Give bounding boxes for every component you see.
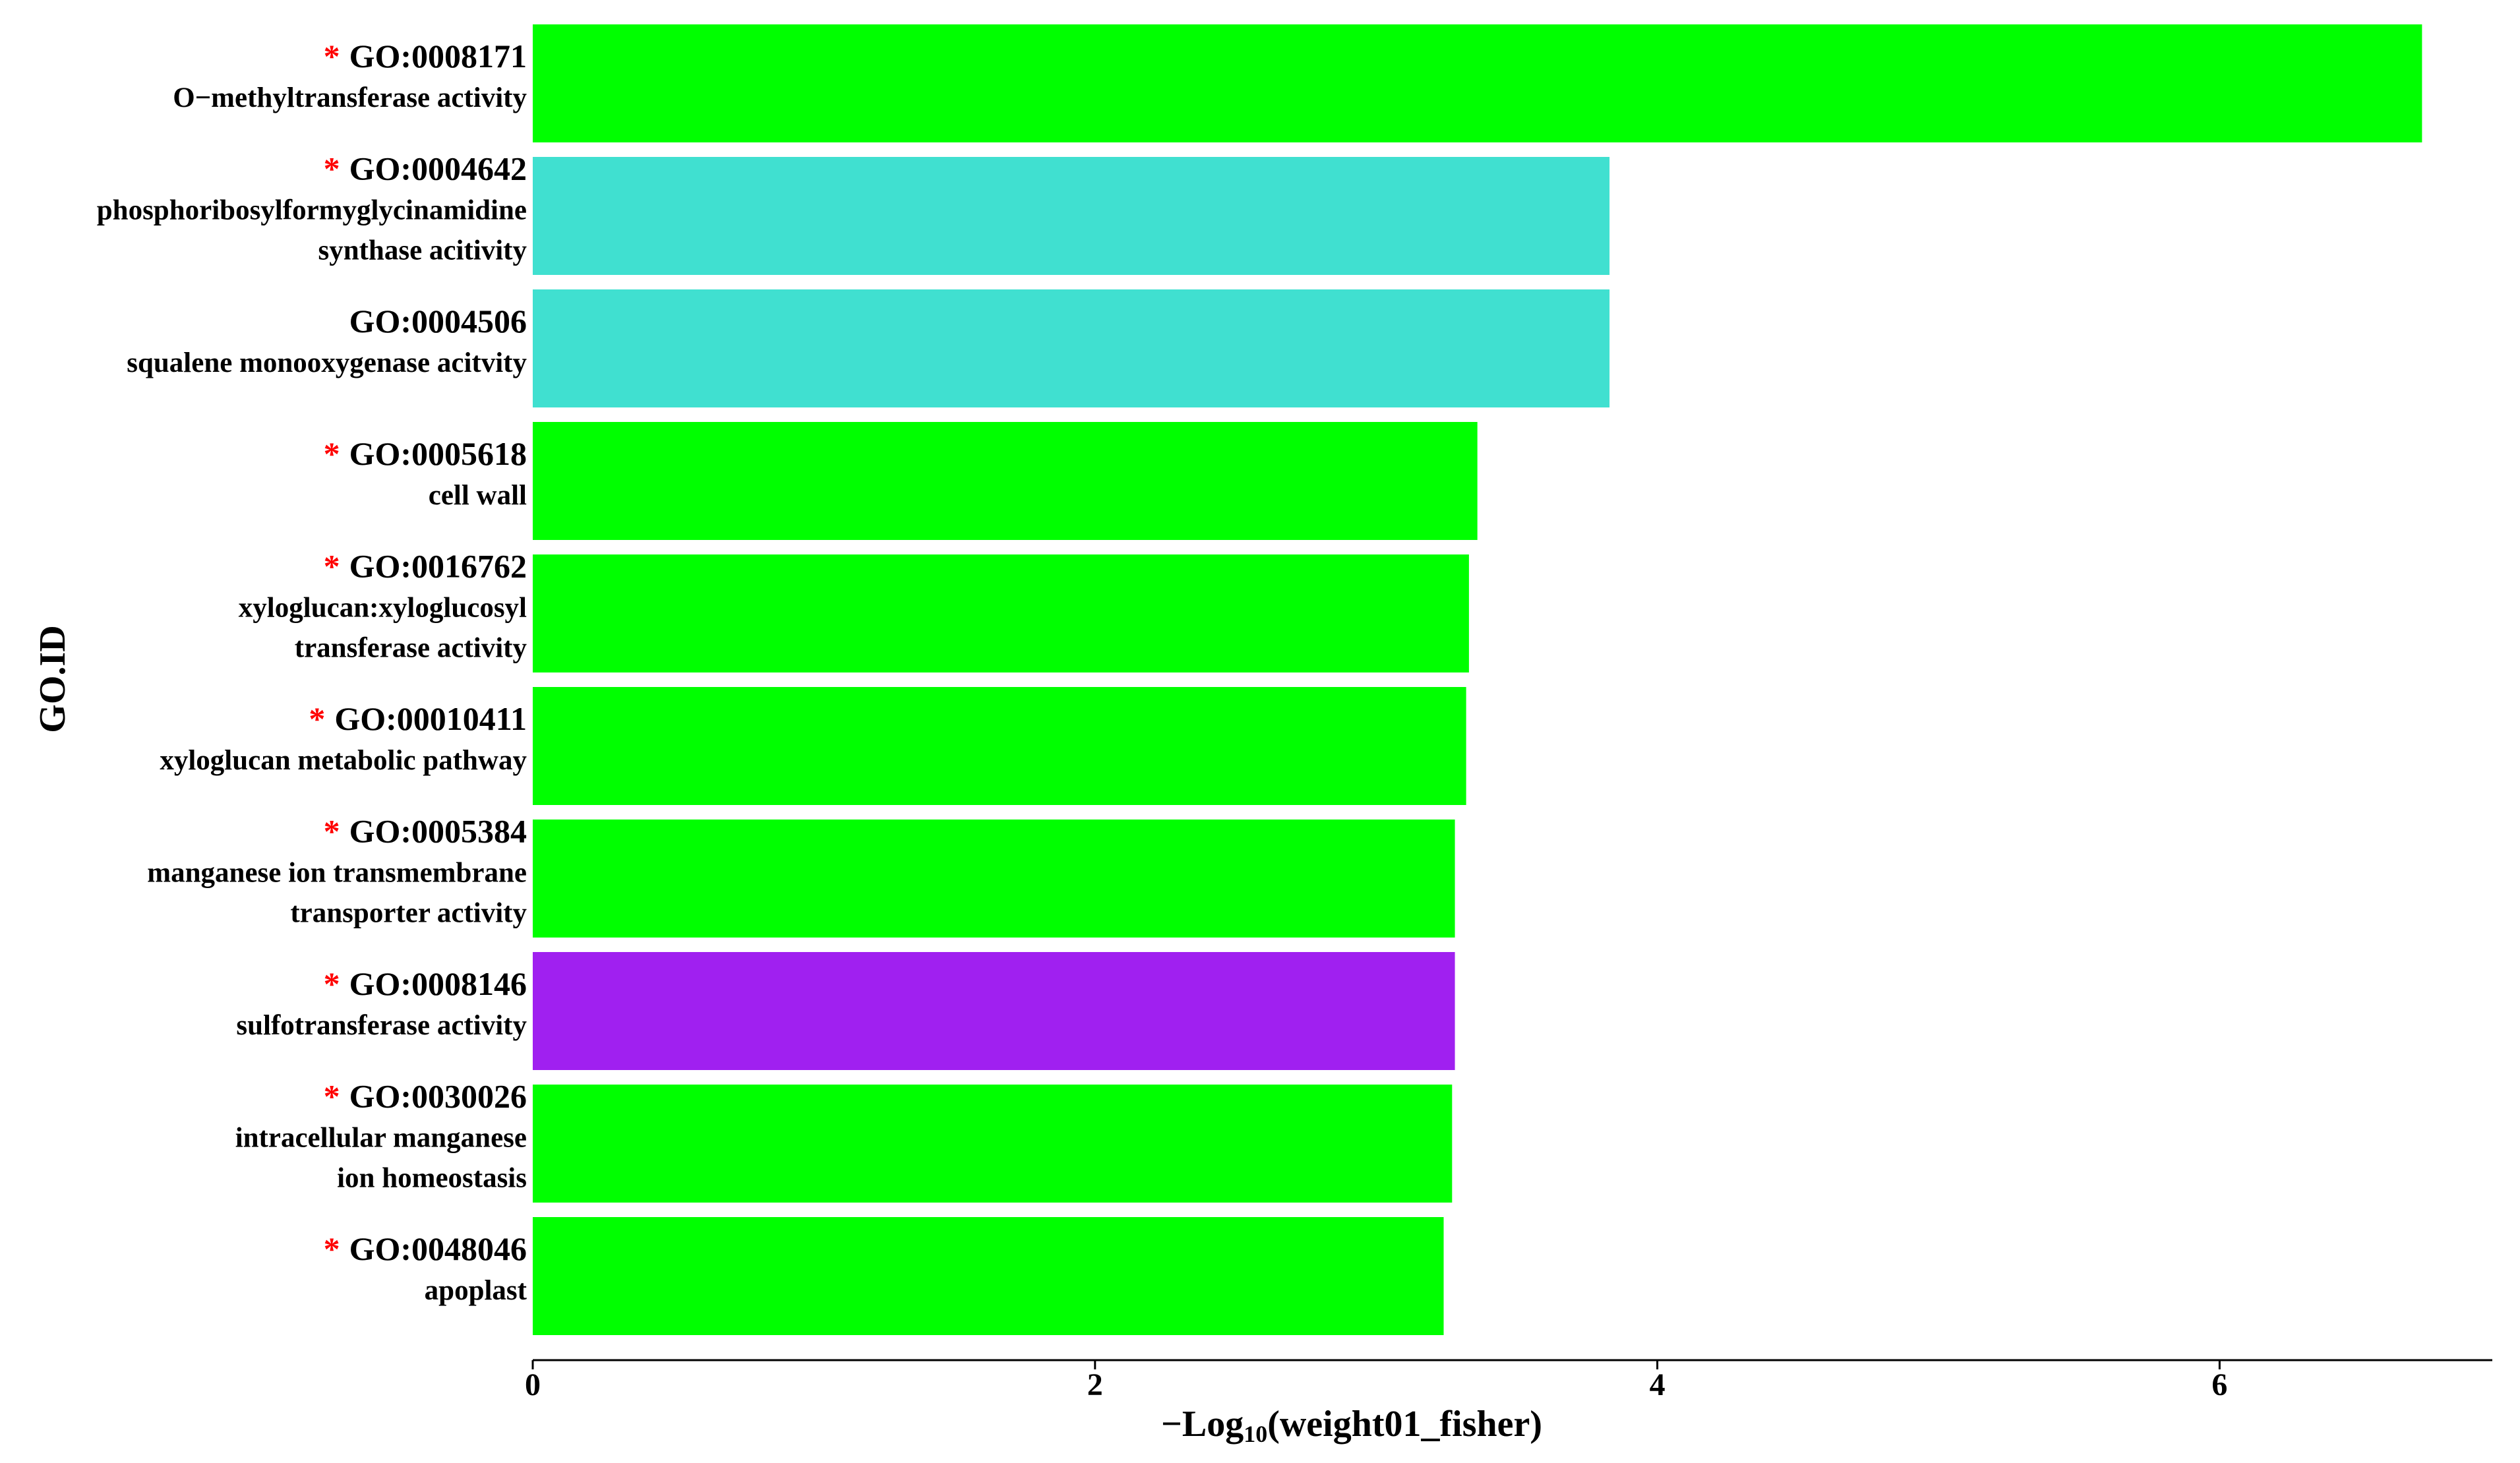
bar — [533, 24, 2422, 142]
category-description: synthase acitivity — [318, 235, 527, 266]
category-description: sulfotransferase activity — [236, 1010, 527, 1041]
bar — [533, 820, 1455, 938]
bar — [533, 687, 1466, 805]
y-axis-title: GO.ID — [32, 625, 73, 732]
category-description: squalene monooxygenase acitvity — [127, 347, 527, 378]
category-description: intracellular manganese — [235, 1122, 527, 1153]
x-axis-title-main: −Log — [1161, 1404, 1244, 1445]
category-description: transferase activity — [295, 632, 527, 663]
category-id: GO:0048046 — [349, 1230, 527, 1267]
x-axis-title: −Log10(weight01_fisher) — [1161, 1404, 1542, 1447]
category-label: GO:0004506 — [349, 303, 527, 340]
significance-marker: * — [324, 813, 340, 850]
bar — [533, 289, 1610, 407]
category-id: GO:0004506 — [349, 303, 527, 340]
significance-marker: * — [324, 435, 340, 472]
x-tick-label: 0 — [525, 1367, 541, 1402]
category-description: apoplast — [425, 1275, 527, 1306]
significance-marker: * — [324, 38, 340, 75]
category-description: ion homeostasis — [337, 1162, 527, 1193]
category-description: xyloglucan metabolic pathway — [160, 745, 527, 776]
x-tick-label: 4 — [1650, 1367, 1665, 1402]
category-label: * GO:0048046 — [324, 1230, 527, 1267]
category-label: * GO:0005618 — [324, 435, 527, 472]
category-description: cell wall — [429, 480, 527, 511]
significance-marker: * — [309, 700, 325, 737]
bar — [533, 1217, 1444, 1335]
significance-marker: * — [324, 1230, 340, 1267]
category-id: GO:0008171 — [349, 38, 527, 75]
x-tick-label: 6 — [2211, 1367, 2227, 1402]
significance-marker: * — [324, 965, 340, 1002]
category-label: * GO:0005384 — [324, 813, 527, 850]
category-label: * GO:0008171 — [324, 38, 527, 75]
category-id: GO:0030026 — [349, 1078, 527, 1115]
category-id: GO:0005618 — [349, 435, 527, 472]
bar — [533, 952, 1455, 1070]
category-label: * GO:0008146 — [324, 965, 527, 1002]
category-description: manganese ion transmembrane — [147, 857, 527, 888]
category-id: GO:0008146 — [349, 965, 527, 1002]
category-label: * GO:00010411 — [309, 700, 527, 737]
x-axis-title-rest: (weight01_fisher) — [1267, 1404, 1542, 1445]
significance-marker: * — [324, 150, 340, 187]
x-axis-title-sub: 10 — [1244, 1421, 1267, 1447]
category-id: GO:0004642 — [349, 150, 527, 187]
x-tick-label: 2 — [1087, 1367, 1103, 1402]
category-description: transporter activity — [290, 897, 527, 928]
category-description: O−methyltransferase activity — [173, 82, 527, 113]
bar — [533, 554, 1469, 672]
bar — [533, 1085, 1453, 1203]
significance-marker: * — [324, 548, 340, 585]
category-label: * GO:0004642 — [324, 150, 527, 187]
category-description: phosphoribosylformyglycinamidine — [97, 194, 527, 225]
category-description: xyloglucan:xyloglucosyl — [239, 592, 527, 623]
category-id: GO:0016762 — [349, 548, 527, 585]
category-id: GO:0005384 — [349, 813, 527, 850]
significance-marker: * — [324, 1078, 340, 1115]
bar — [533, 422, 1478, 540]
category-label: * GO:0030026 — [324, 1078, 527, 1115]
category-label: * GO:0016762 — [324, 548, 527, 585]
category-id: GO:00010411 — [334, 700, 527, 737]
bar — [533, 157, 1610, 275]
